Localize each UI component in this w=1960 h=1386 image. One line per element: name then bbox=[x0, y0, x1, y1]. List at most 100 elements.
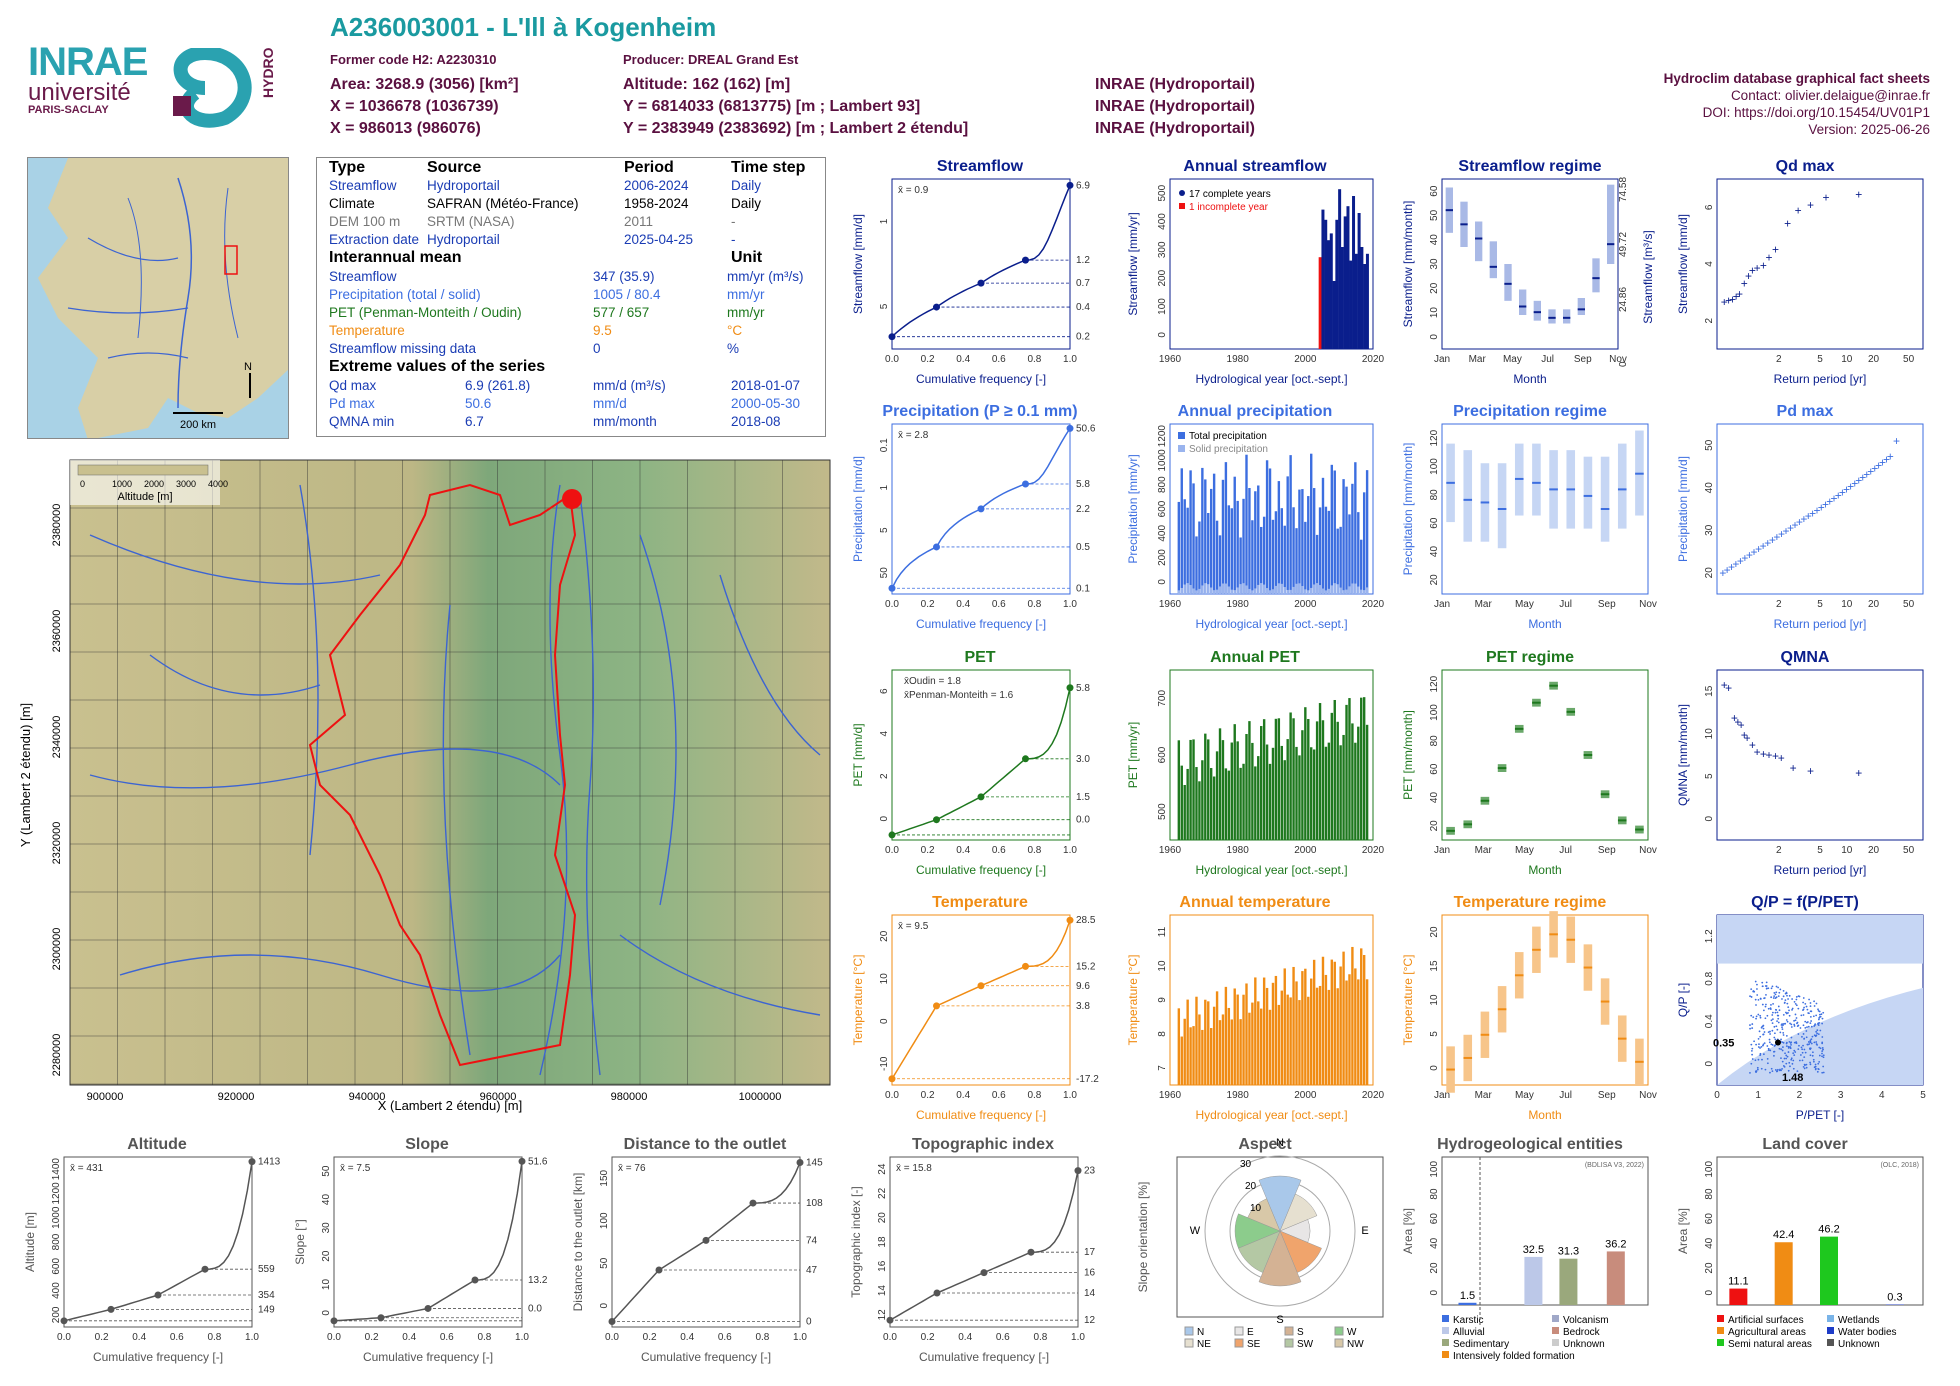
plot-frame bbox=[611, 1156, 801, 1328]
basin-ytick: 2360000 bbox=[51, 610, 63, 653]
daily-point bbox=[1765, 993, 1767, 996]
annual-bar bbox=[1327, 240, 1331, 349]
hydrogeo-chart: Hydrogeological entities Area [%] 0 20 40 60 8… bbox=[1400, 1135, 1660, 1365]
daily-point bbox=[1790, 1043, 1792, 1046]
y-tick: 1000 bbox=[1157, 449, 1168, 472]
x-tick: 50 bbox=[1903, 354, 1915, 365]
y-tick: 0.1 bbox=[879, 438, 890, 452]
return-period-point: + bbox=[1719, 566, 1726, 580]
rose-ring bbox=[1204, 1155, 1356, 1307]
annual-bar bbox=[1301, 730, 1304, 840]
annual-bar bbox=[1354, 253, 1358, 349]
annual-bar bbox=[1327, 989, 1331, 1085]
solid-bar bbox=[1212, 590, 1216, 594]
y-tick: 18 bbox=[877, 1236, 888, 1248]
x-axis-label: Cumulative frequency [-] bbox=[916, 617, 1046, 631]
solid-bar bbox=[1351, 583, 1354, 594]
solid-bar bbox=[1248, 588, 1251, 594]
annual-bar bbox=[1307, 719, 1310, 840]
legend-label: E bbox=[1247, 1327, 1254, 1338]
rose-ring-label: 20 bbox=[1245, 1181, 1257, 1192]
daily-point bbox=[1762, 1043, 1765, 1046]
extreme-date: 2018-01-07 bbox=[731, 378, 801, 393]
daily-point bbox=[1770, 987, 1773, 990]
legend-label: Bedrock bbox=[1563, 1327, 1601, 1338]
right-tick: 14 bbox=[1084, 1288, 1096, 1299]
x-tick: 0.6 bbox=[718, 1332, 732, 1343]
chart-title: Precipitation regime bbox=[1453, 403, 1607, 420]
chart-title: Topographic index bbox=[912, 1136, 1054, 1153]
solid-bar bbox=[1233, 590, 1236, 594]
cdf-line bbox=[891, 919, 1071, 1080]
daily-point bbox=[1801, 1035, 1803, 1038]
daily-point bbox=[1811, 1035, 1814, 1038]
basin-ytick: 2320000 bbox=[51, 822, 63, 865]
solid-bar bbox=[1348, 586, 1351, 594]
daily-point bbox=[1762, 1024, 1765, 1027]
return-period-point: + bbox=[1764, 536, 1771, 550]
daily-point bbox=[1782, 1022, 1785, 1025]
daily-point bbox=[1774, 1011, 1777, 1014]
return-period-point: + bbox=[1887, 450, 1894, 464]
annual-bar bbox=[1201, 1029, 1204, 1085]
y-tick: 60 bbox=[1429, 185, 1440, 197]
solid-bar bbox=[1324, 590, 1328, 594]
precip_cdf-svg: Precipitation (P ≥ 0.1 mm) Cumulative fre… bbox=[851, 403, 1096, 631]
x-tick: 0.0 bbox=[883, 1332, 897, 1343]
annual-bar bbox=[1265, 744, 1269, 840]
mean-point bbox=[1774, 1039, 1781, 1046]
return-period-point: + bbox=[1724, 563, 1731, 577]
daily-point bbox=[1764, 1068, 1767, 1071]
daily-point bbox=[1782, 1031, 1785, 1034]
return-period-point: + bbox=[1765, 748, 1772, 762]
chart-title: PET regime bbox=[1486, 649, 1574, 666]
producer: Producer: DREAL Grand Est bbox=[623, 52, 799, 67]
daily-point bbox=[1781, 1023, 1783, 1025]
right-tick: 74.58 bbox=[1618, 177, 1629, 202]
y-tick: 500 bbox=[1157, 184, 1168, 201]
daily-point bbox=[1765, 987, 1768, 990]
daily-point bbox=[1766, 1062, 1769, 1065]
annual-bar bbox=[1274, 975, 1278, 1085]
quantile-point bbox=[933, 816, 940, 824]
y-tick: 40 bbox=[1429, 792, 1440, 804]
daily-point bbox=[1782, 1041, 1785, 1044]
daily-point bbox=[1804, 1002, 1807, 1005]
right-tick: 0.7 bbox=[1076, 278, 1090, 289]
daily-point bbox=[1757, 1046, 1760, 1048]
plot-frame bbox=[891, 914, 1071, 1086]
qmna-chart: QMNA Return period [yr] QMNA [mm/month] 2 5 1… bbox=[1675, 648, 1935, 878]
annual-bar bbox=[1230, 508, 1233, 594]
x-tick: Mar bbox=[1475, 1090, 1493, 1101]
annual-bar bbox=[1318, 703, 1322, 840]
daily-point bbox=[1749, 1024, 1751, 1026]
right-tick: 6.9 bbox=[1076, 180, 1090, 191]
return-period-point: + bbox=[1818, 500, 1825, 514]
right-tick: 24.86 bbox=[1618, 287, 1629, 312]
legend-marker bbox=[1334, 1338, 1344, 1348]
annual-bar bbox=[1207, 512, 1210, 594]
table-row-period: 1958-2024 bbox=[624, 196, 689, 211]
right-tick: 0 bbox=[806, 1317, 812, 1328]
y-tick: 200 bbox=[51, 1306, 62, 1323]
paris-saclay-logo-text: PARIS-SACLAY bbox=[28, 104, 109, 116]
quantile-point bbox=[518, 1157, 526, 1165]
regime-box bbox=[1519, 289, 1527, 315]
y-axis-label: QMNA [mm/month] bbox=[1676, 704, 1690, 806]
chart-title: Qd max bbox=[1776, 158, 1835, 175]
solid-bar bbox=[1218, 586, 1222, 594]
basin-ytick: 2340000 bbox=[51, 716, 63, 759]
daily-point bbox=[1817, 1033, 1820, 1036]
x-tick: 1960 bbox=[1159, 1090, 1182, 1101]
return-period-point: + bbox=[1813, 503, 1820, 517]
x-tick: 1 bbox=[1755, 1090, 1761, 1101]
solid-bar bbox=[1327, 588, 1331, 594]
annual-bar bbox=[1221, 1014, 1225, 1085]
bar-value-label: 11.1 bbox=[1728, 1276, 1749, 1288]
y-tick: 0 bbox=[1157, 332, 1168, 338]
return-period-point: + bbox=[1749, 264, 1756, 278]
daily-point bbox=[1782, 1024, 1784, 1027]
x-axis-label: Cumulative frequency [-] bbox=[916, 1108, 1046, 1122]
daily-point bbox=[1773, 1032, 1776, 1035]
x-tick: 1.0 bbox=[1063, 354, 1077, 365]
